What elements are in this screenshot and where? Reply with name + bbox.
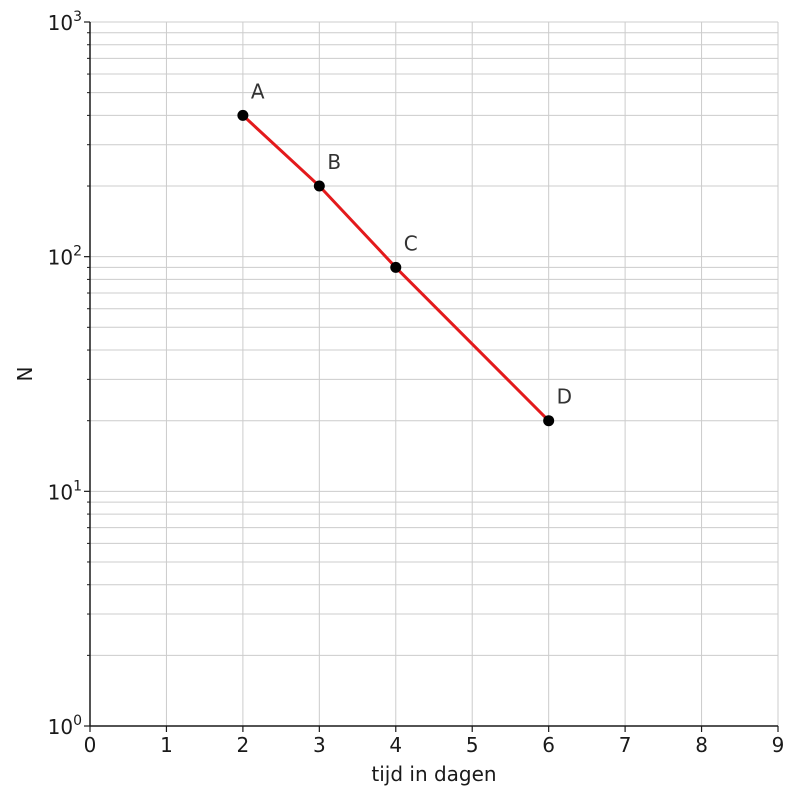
y-tick-label: 100 [48,713,82,739]
y-tick-label: 103 [48,9,82,35]
y-axis-title: N [13,367,37,382]
x-tick-label: 5 [466,733,479,757]
x-tick-label: 1 [160,733,173,757]
data-point-d [543,415,555,427]
x-tick-label: 8 [695,733,708,757]
x-axis-title: tijd in dagen [371,762,496,786]
x-tick-label: 6 [542,733,555,757]
point-label-d: D [557,385,572,409]
x-tick-label: 7 [619,733,632,757]
y-tick-label: 102 [48,244,82,270]
x-tick-label: 3 [313,733,326,757]
point-label-b: B [327,150,341,174]
data-point-a [237,109,249,121]
data-point-b [313,180,325,192]
y-tick-label: 101 [48,478,82,504]
x-tick-label: 4 [389,733,402,757]
x-tick-label: 9 [772,733,785,757]
axes [84,21,779,732]
series-line [241,114,550,422]
data-point-c [390,261,402,273]
series-layer: A B C D [237,79,572,427]
tick-labels: 0 1 2 3 4 5 6 7 8 9 100 101 102 103 [48,9,785,757]
point-label-a: A [251,79,265,103]
point-label-c: C [404,231,418,255]
x-tick-label: 0 [84,733,97,757]
grid [89,21,779,727]
x-tick-label: 2 [237,733,250,757]
